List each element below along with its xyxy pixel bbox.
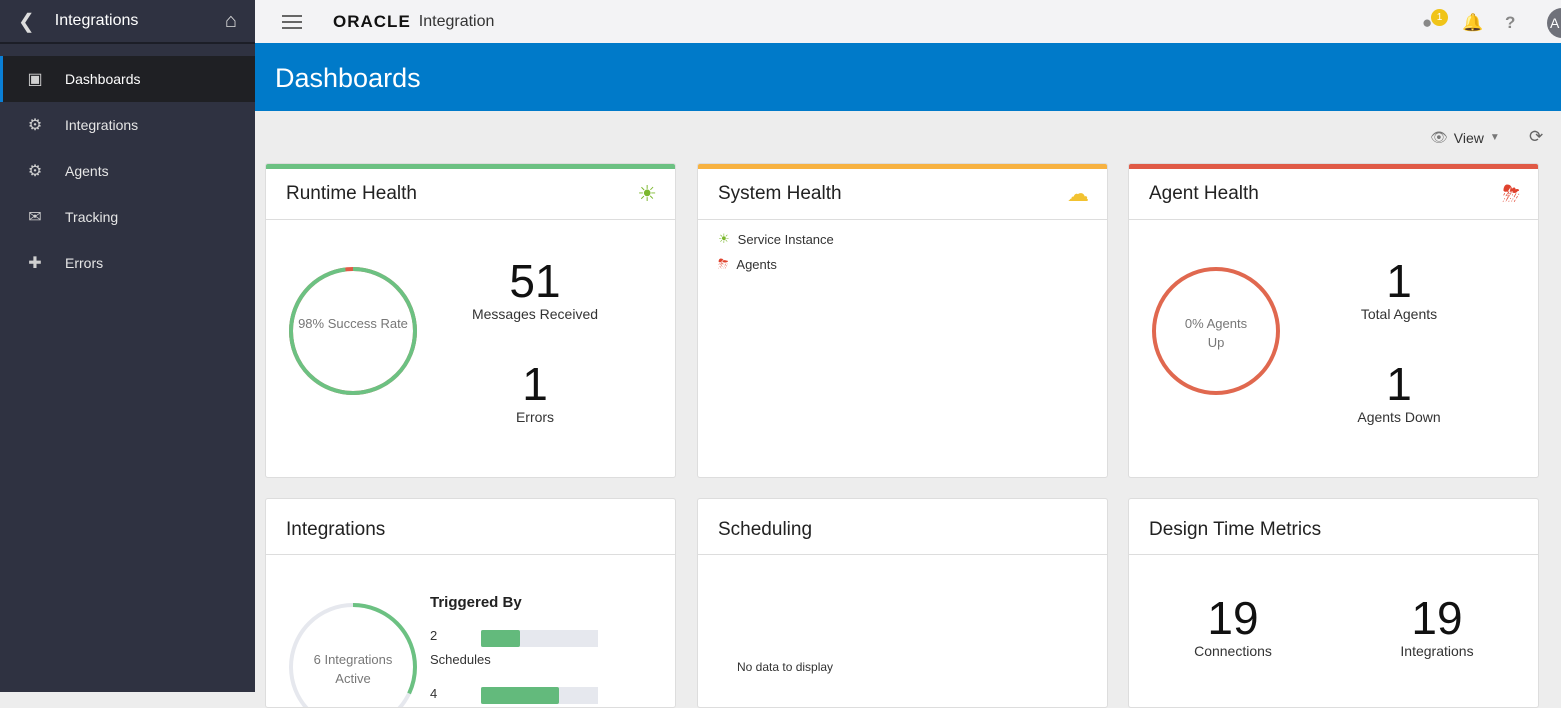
back-icon[interactable]: ❮ bbox=[18, 10, 35, 33]
storm-icon: ⛈ bbox=[718, 256, 729, 271]
system-item-service-instance[interactable]: ☀ Service Instance bbox=[698, 220, 1107, 247]
avatar[interactable]: A bbox=[1547, 8, 1561, 38]
item-label: Service Instance bbox=[737, 231, 834, 247]
item-label: Agents bbox=[736, 256, 777, 272]
card-title: Scheduling bbox=[718, 519, 813, 540]
notification-badge: 1 bbox=[1431, 9, 1448, 26]
agents-down-metric[interactable]: 1 Agents Down bbox=[1357, 358, 1441, 425]
system-health-card: System Health ☁ ☀ Service Instance ⛈ Agents bbox=[697, 163, 1108, 478]
sun-icon: ☀ bbox=[637, 181, 657, 206]
triggered-by-heading: Triggered By bbox=[430, 594, 522, 611]
sun-icon: ☀ bbox=[718, 231, 730, 246]
schedules-bar bbox=[481, 630, 598, 647]
view-menu-button[interactable]: 👁 View ▼ bbox=[1430, 129, 1500, 146]
sidebar-item-label: Errors bbox=[65, 255, 104, 271]
connections-metric[interactable]: 19 Connections bbox=[1194, 592, 1272, 659]
product-name: Integration bbox=[418, 12, 495, 30]
errors-metric[interactable]: 1 Errors bbox=[515, 358, 555, 425]
design-time-metrics-card: Design Time Metrics 19 Connections 19 Inte… bbox=[1128, 498, 1539, 708]
eye-icon: 👁 bbox=[1430, 129, 1448, 145]
messages-metric: 51 Messages Received bbox=[471, 255, 599, 322]
sidebar-item-label: Agents bbox=[65, 163, 109, 179]
first-aid-icon: ✚ bbox=[28, 255, 42, 272]
sidebar-header: ❮ Integrations ⌂ bbox=[0, 0, 255, 44]
card-title: Design Time Metrics bbox=[1149, 519, 1322, 540]
total-agents-metric: 1 Total Agents bbox=[1360, 255, 1438, 322]
trigger-bar bbox=[481, 687, 598, 704]
agent-health-card: Agent Health ⛈ 0% Agents Up 1 Total Agents… bbox=[1128, 163, 1539, 478]
oracle-logo: ORACLE bbox=[333, 11, 411, 31]
trigger-count: 4 bbox=[430, 686, 438, 701]
monitor-icon: ▣ bbox=[27, 71, 43, 88]
card-title: Integrations bbox=[286, 519, 386, 540]
bell-icon[interactable]: 🔔 bbox=[1462, 13, 1484, 32]
caret-down-icon: ▼ bbox=[1489, 132, 1500, 143]
help-icon[interactable]: ? bbox=[1505, 13, 1516, 32]
empty-message: No data to display bbox=[737, 660, 834, 674]
sidebar-item-label: Dashboards bbox=[65, 71, 141, 87]
sidebar-item-agents[interactable]: ⚙ Agents bbox=[0, 148, 255, 194]
page-title: Dashboards bbox=[255, 43, 1561, 111]
agents-up-ring bbox=[1152, 267, 1280, 395]
refresh-icon[interactable]: ⟳ bbox=[1529, 127, 1544, 146]
alert-icon[interactable]: ● bbox=[1422, 13, 1433, 32]
schedules-label: Schedules bbox=[430, 652, 491, 667]
integrations-active-ring bbox=[289, 603, 417, 707]
card-title: Runtime Health bbox=[286, 183, 417, 204]
envelope-icon: ✉ bbox=[28, 209, 42, 226]
sidebar-item-integrations[interactable]: ⚙ Integrations bbox=[0, 102, 255, 148]
success-rate-ring bbox=[289, 267, 417, 395]
schedules-count: 2 bbox=[430, 628, 438, 643]
integrations-card: Integrations 6 Integrations Active Trigg… bbox=[265, 498, 676, 708]
card-title: Agent Health bbox=[1149, 183, 1259, 204]
sidebar-item-dashboards[interactable]: ▣ Dashboards bbox=[0, 56, 255, 102]
sidebar-item-errors[interactable]: ✚ Errors bbox=[0, 240, 255, 286]
view-label: View bbox=[1453, 129, 1484, 146]
sidebar-item-label: Tracking bbox=[65, 209, 119, 225]
partly-cloudy-icon: ☁ bbox=[1067, 181, 1089, 206]
sidebar-title: Integrations bbox=[54, 12, 139, 29]
sidebar: ❮ Integrations ⌂ ▣ Dashboards ⚙ Integratio… bbox=[0, 0, 255, 692]
top-bar: ORACLE Integration bbox=[255, 0, 1561, 43]
scheduling-card: Scheduling No data to display bbox=[697, 498, 1108, 708]
integrations-active-label: 6 Integrations Active bbox=[313, 652, 393, 686]
card-title: System Health bbox=[718, 183, 842, 204]
integrations-icon: ⚙ bbox=[27, 117, 43, 134]
agents-up-label: 0% Agents Up bbox=[1184, 316, 1248, 350]
sidebar-item-tracking[interactable]: ✉ Tracking bbox=[0, 194, 255, 240]
success-rate-label: 98% Success Rate bbox=[298, 316, 408, 331]
gear-icon: ⚙ bbox=[27, 163, 43, 180]
system-item-agents[interactable]: ⛈ Agents bbox=[698, 247, 1107, 272]
sidebar-item-label: Integrations bbox=[65, 117, 139, 133]
integrations-metric[interactable]: 19 Integrations bbox=[1400, 592, 1474, 659]
storm-icon: ⛈ bbox=[1502, 181, 1520, 206]
runtime-health-card: Runtime Health ☀ 98% Success Rate 51 Messa… bbox=[265, 163, 676, 478]
hamburger-menu-icon[interactable] bbox=[282, 14, 302, 29]
home-icon[interactable]: ⌂ bbox=[224, 9, 237, 32]
